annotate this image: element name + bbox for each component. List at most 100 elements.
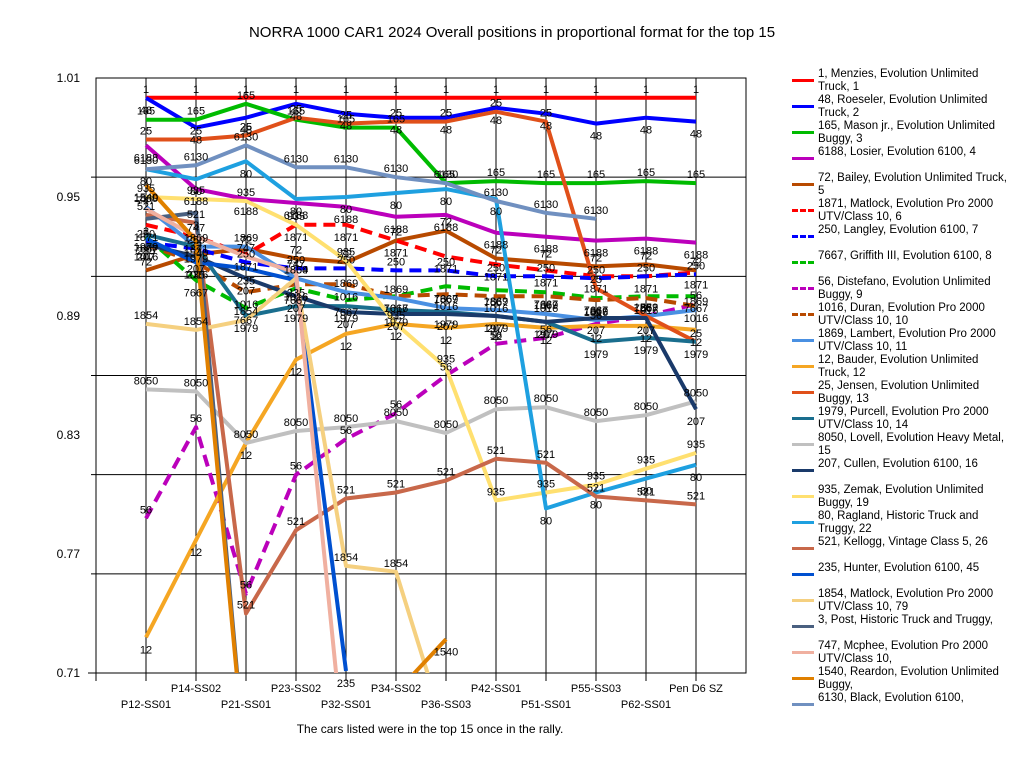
data-label: 207 — [287, 303, 305, 315]
data-label: 48 — [390, 125, 402, 137]
data-label: 12 — [640, 333, 652, 345]
axes: 1.01 0.95 0.89 0.83 0.77 0.71 P12-SS01P14-SS02… — [57, 71, 724, 711]
legend-swatch — [792, 625, 814, 628]
data-label: 72 — [340, 248, 352, 260]
data-label: 48 — [290, 111, 302, 123]
data-label: 48 — [140, 105, 152, 117]
data-label: 80 — [390, 200, 402, 212]
data-label: 1871 — [134, 232, 158, 244]
data-label: 521 — [487, 445, 505, 457]
data-label: 12 — [390, 331, 402, 343]
data-label: 250 — [237, 248, 255, 260]
series-line-207 — [145, 242, 698, 411]
data-label: 1979 — [434, 319, 458, 331]
data-label: 165 — [187, 106, 205, 118]
data-label: 80 — [640, 486, 652, 498]
legend-label: 6188, Losier, Evolution 6100, 4 — [818, 146, 976, 158]
data-label: 1869 — [384, 284, 408, 296]
legend-item: 935, Zemak, Evolution Unlimited Buggy, 1… — [788, 484, 1008, 510]
data-label: 1979 — [684, 349, 708, 361]
x-tick-label: P55-SS03 — [571, 683, 621, 695]
data-label: 12 — [190, 547, 202, 559]
legend-item: 1540, Reardon, Evolution Unlimited Buggy… — [788, 666, 1008, 692]
data-label: 25 — [290, 104, 302, 116]
data-label: 935 — [387, 310, 405, 322]
series-line-1016 — [145, 242, 697, 309]
data-label: 935 — [137, 183, 155, 195]
data-label: 521 — [537, 449, 555, 461]
data-label: 1854 — [284, 264, 308, 276]
data-label: 207 — [587, 325, 605, 337]
series-line-1540 — [144, 183, 239, 673]
data-label: 1 — [443, 84, 449, 96]
data-label: 8050 — [134, 375, 158, 387]
data-label: 8050 — [284, 417, 308, 429]
data-label: 747 — [287, 258, 305, 270]
data-label: 8050 — [684, 387, 708, 399]
legend-item: 7667, Griffith III, Evolution 6100, 8 — [788, 250, 1008, 276]
data-label: 1 — [593, 84, 599, 96]
series-line-56 — [144, 302, 697, 596]
legend-swatch — [792, 209, 814, 212]
data-label: 25 — [190, 125, 202, 137]
x-tick-label: P51-SS01 — [521, 699, 571, 711]
data-label: 207 — [387, 321, 405, 333]
data-label: 165 — [537, 169, 555, 181]
legend-item: 6130, Black, Evolution 6100, — [788, 692, 1008, 718]
data-label: 935 — [437, 354, 455, 366]
data-label: 1869 — [634, 302, 658, 314]
legend-item: 207, Cullen, Evolution 6100, 16 — [788, 458, 1008, 484]
x-tick-label: P62-SS01 — [621, 699, 671, 711]
data-label: 1979 — [634, 345, 658, 357]
data-label: 72 — [640, 250, 652, 262]
legend-swatch — [792, 105, 814, 108]
data-label: 6130 — [484, 187, 508, 199]
data-label: 48 — [190, 135, 202, 147]
data-label: 165 — [687, 169, 705, 181]
data-label: 8050 — [234, 429, 258, 441]
data-label: 25 — [240, 122, 252, 134]
series-line-521 — [145, 212, 697, 616]
series-line-235 — [145, 236, 348, 672]
data-label: 1871 — [334, 232, 358, 244]
data-label: 747 — [237, 243, 255, 255]
data-label: 521 — [587, 482, 605, 494]
data-label: 80 — [340, 204, 352, 216]
data-label: 235 — [187, 269, 205, 281]
data-label: 1 — [643, 84, 649, 96]
data-label: 1869 — [484, 296, 508, 308]
data-label: 207 — [187, 264, 205, 276]
data-label: 80 — [190, 186, 202, 198]
x-tick-label: P23-SS02 — [271, 683, 321, 695]
data-label: 72 — [390, 227, 402, 239]
data-label: 6130 — [434, 169, 458, 181]
legend-swatch — [792, 495, 814, 498]
legend: 1, Menzies, Evolution Unlimited Truck, 1… — [788, 68, 1008, 718]
data-label: 207 — [487, 323, 505, 335]
data-label: 521 — [337, 484, 355, 496]
data-label: 48 — [440, 125, 452, 137]
legend-label: 1016, Duran, Evolution Pro 2000 UTV/Clas… — [818, 302, 985, 327]
data-label: 235 — [237, 275, 255, 287]
legend-swatch — [792, 651, 814, 654]
data-label: 1 — [693, 84, 699, 96]
legend-label: 12, Bauder, Evolution Unlimited Truck, 1… — [818, 354, 979, 379]
data-label: 72 — [590, 252, 602, 264]
legend-swatch — [792, 261, 814, 264]
data-label: 250 — [687, 260, 705, 272]
data-label: 1871 — [184, 244, 208, 256]
data-label: 6188 — [434, 222, 458, 234]
data-label: 1 — [143, 84, 149, 96]
data-label: 56 — [440, 362, 452, 374]
data-label: 1540 — [134, 192, 158, 204]
data-label: 56 — [140, 504, 152, 516]
data-label: 25 — [540, 108, 552, 120]
legend-label: 935, Zemak, Evolution Unlimited Buggy, 1… — [818, 484, 984, 509]
data-label: 250 — [137, 229, 155, 241]
data-label: 1016 — [334, 291, 358, 303]
data-label: 6188 — [634, 246, 658, 258]
series-line-8050 — [145, 387, 697, 445]
data-label: 56 — [690, 290, 702, 302]
data-label: 935 — [237, 187, 255, 199]
data-label: 207 — [437, 321, 455, 333]
